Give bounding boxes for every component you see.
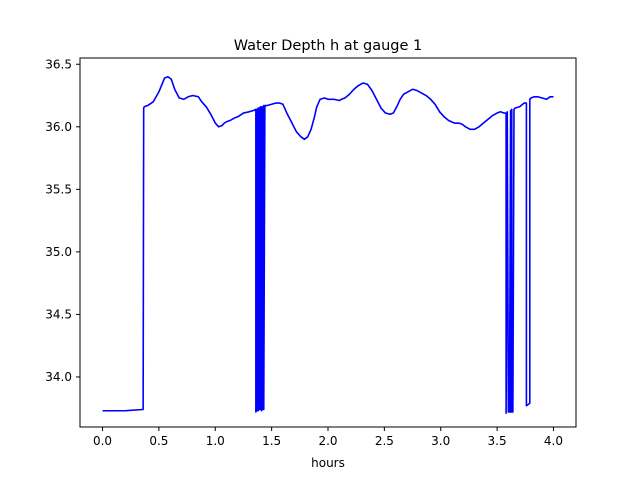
y-tick-label: 34.5 xyxy=(45,307,72,321)
x-tick-label: 2.5 xyxy=(375,434,394,448)
x-tick-label: 3.0 xyxy=(431,434,450,448)
chart-title: Water Depth h at gauge 1 xyxy=(234,38,422,54)
x-tick-label: 1.0 xyxy=(206,434,225,448)
series-layer xyxy=(102,75,554,415)
x-axis-ticks: 0.0 0.5 1.0 1.5 2.0 2.5 3.0 3.5 4.0 xyxy=(93,427,563,448)
y-tick-label: 35.0 xyxy=(45,245,72,259)
x-axis-label: hours xyxy=(311,456,345,470)
y-tick-label: 34.0 xyxy=(45,370,72,384)
x-tick-label: 1.5 xyxy=(262,434,281,448)
y-tick-label: 36.0 xyxy=(45,120,72,134)
x-tick-label: 0.5 xyxy=(149,434,168,448)
plot-frame xyxy=(79,57,577,428)
y-tick-label: 35.5 xyxy=(45,182,72,196)
y-axis-ticks: 34.0 34.5 35.0 35.5 36.0 36.5 xyxy=(45,57,80,384)
x-tick-label: 0.0 xyxy=(93,434,112,448)
x-tick-label: 2.0 xyxy=(318,434,337,448)
x-tick-label: 4.0 xyxy=(544,434,563,448)
y-tick-label: 36.5 xyxy=(45,57,72,71)
plot-area xyxy=(79,57,577,428)
water-depth-series-line xyxy=(102,75,554,415)
x-tick-label: 3.5 xyxy=(488,434,507,448)
